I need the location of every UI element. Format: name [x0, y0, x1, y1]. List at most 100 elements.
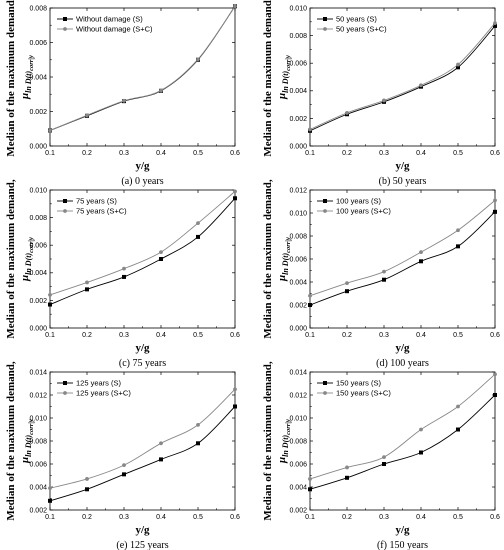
y-axis-label-line1: Median of the maximum demand,	[262, 361, 274, 520]
legend-label: Without damage (S)	[76, 15, 143, 24]
data-point-circle	[196, 423, 200, 427]
chart-panel: 0.000 0.002 0.004 0.006 0.008 0.010 0.012 0.1 0.…	[262, 179, 500, 369]
x-tick-label: 0.3	[119, 332, 129, 339]
y-tick-label: 0.010	[29, 415, 47, 422]
y-axis-label-line1: Median of the maximum demand,	[5, 361, 17, 520]
y-tick-label: 0.006	[29, 461, 47, 468]
x-tick-label: 0.5	[453, 332, 463, 339]
y-tick-label: 0.004	[29, 270, 47, 277]
x-tick-label: 0.3	[119, 514, 129, 521]
data-point-square	[308, 487, 312, 492]
y-tick-label: 0.006	[289, 461, 307, 468]
data-point-circle	[456, 228, 460, 233]
legend-label: 75 years (S)	[76, 197, 117, 206]
data-point-square	[308, 303, 312, 307]
y-tick-label: 0.002	[29, 109, 47, 116]
x-tick-label: 0.4	[416, 514, 426, 521]
panel-caption: (f) 150 years	[377, 540, 428, 550]
x-tick-label: 0.1	[305, 514, 315, 521]
y-axis-label-line2: μln D(t)corr|y	[276, 54, 292, 100]
x-tick-label: 0.5	[193, 150, 203, 157]
x-tick-label: 0.5	[193, 332, 203, 339]
x-tick-label: 0.3	[119, 150, 129, 157]
chart-panel: 0.002 0.004 0.006 0.008 0.010 0.012 0.014 0.1 0.…	[5, 361, 240, 550]
series-line	[49, 406, 236, 502]
series-line	[49, 191, 236, 296]
x-tick-label: 0.4	[156, 332, 166, 339]
data-point-circle	[233, 4, 237, 9]
data-point-circle	[419, 83, 423, 88]
legend-label: 125 years (S+C)	[76, 389, 131, 398]
data-point-circle	[85, 113, 89, 118]
y-tick-label: 0.004	[289, 279, 307, 286]
x-tick-label: 0.5	[193, 514, 203, 521]
legend-marker-circle	[323, 391, 327, 395]
legend-label: 125 years (S)	[76, 379, 122, 388]
data-point-circle	[48, 128, 52, 133]
y-axis-label-line2: μln D(t)corr|y	[276, 236, 292, 282]
y-tick-label: 0.012	[289, 187, 307, 194]
data-point-circle	[308, 127, 312, 132]
legend-label: 100 years (S+C)	[336, 207, 391, 216]
series-line	[309, 373, 496, 480]
x-tick-label: 0.5	[453, 150, 463, 157]
legend-label: 150 years (S)	[336, 379, 382, 388]
series-line	[309, 211, 496, 306]
data-point-square	[493, 393, 497, 397]
x-tick-label: 0.2	[342, 150, 352, 157]
data-point-square	[233, 196, 237, 201]
x-tick-label: 0.1	[305, 150, 315, 157]
chart-panel: 0.000 0.002 0.004 0.006 0.008 0.010 0.1 0.2 0.3 0…	[5, 179, 240, 369]
y-tick-label: 0.008	[289, 233, 307, 240]
y-axis-label-line1: Median of the maximum demand,	[5, 179, 17, 338]
y-tick-label: 0.004	[289, 88, 307, 95]
data-point-circle	[233, 387, 237, 392]
legend-label: 150 years (S+C)	[336, 389, 391, 398]
x-tick-label: 0.2	[342, 332, 352, 339]
y-tick-label: 0.000	[29, 143, 47, 150]
data-point-square	[233, 404, 237, 409]
panel-caption: (d) 100 years	[376, 358, 429, 369]
x-axis-label: y/g	[395, 524, 410, 536]
data-point-circle	[493, 21, 497, 26]
y-tick-label: 0.010	[289, 210, 307, 217]
y-tick-label: 0.008	[29, 438, 47, 445]
y-tick-label: 0.002	[29, 507, 47, 514]
data-point-circle	[48, 292, 52, 297]
data-point-square	[419, 450, 423, 455]
x-tick-label: 0.1	[45, 150, 55, 157]
y-axis-label-line2: μln D(t)corr|y	[276, 418, 292, 464]
y-tick-label: 0.010	[289, 5, 307, 12]
y-tick-label: 0.000	[289, 325, 307, 332]
y-tick-label: 0.006	[29, 40, 47, 47]
y-tick-label: 0.008	[29, 5, 47, 12]
data-point-square	[456, 427, 460, 432]
legend-label: 75 years (S+C)	[76, 207, 127, 216]
data-point-circle	[493, 198, 497, 203]
data-point-square	[196, 234, 200, 239]
data-point-circle	[382, 98, 386, 103]
data-point-circle	[493, 372, 497, 377]
data-point-circle	[308, 293, 312, 298]
x-axis-label: y/g	[135, 524, 150, 536]
y-tick-label: 0.004	[289, 484, 307, 491]
data-point-square	[493, 23, 497, 28]
data-point-circle	[382, 455, 386, 459]
x-tick-label: 0.2	[342, 514, 352, 521]
legend-marker-square	[63, 199, 67, 203]
y-tick-label: 0.004	[29, 484, 47, 491]
data-point-square	[419, 259, 423, 264]
data-point-square	[159, 257, 163, 261]
x-tick-label: 0.2	[82, 332, 92, 339]
data-point-square	[48, 498, 52, 503]
data-point-circle	[85, 477, 89, 481]
x-tick-label: 0.3	[379, 332, 389, 339]
data-point-circle	[196, 221, 200, 226]
x-tick-label: 0.4	[156, 150, 166, 157]
data-point-circle	[345, 465, 349, 470]
x-tick-label: 0.4	[156, 514, 166, 521]
data-point-circle	[159, 441, 163, 446]
data-point-square	[85, 487, 89, 492]
series-line	[49, 388, 236, 489]
y-tick-label: 0.000	[289, 143, 307, 150]
